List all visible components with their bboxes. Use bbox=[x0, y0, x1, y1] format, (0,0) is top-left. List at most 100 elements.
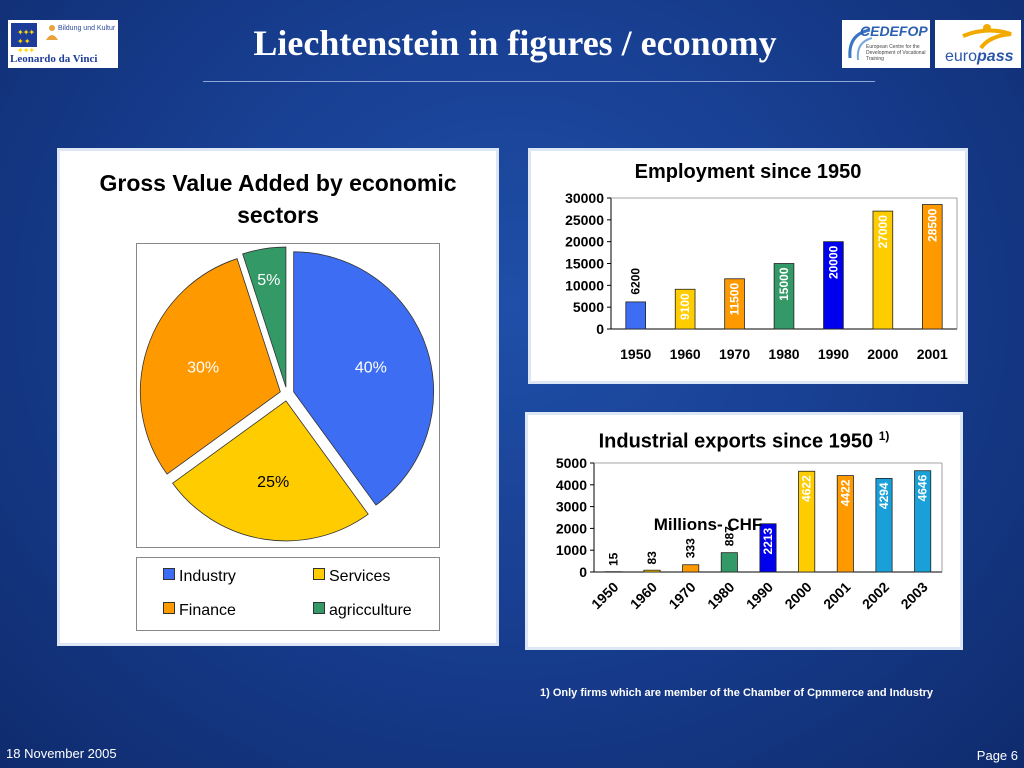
y-tick-label: 2000 bbox=[556, 520, 587, 536]
value-label-1980: 15000 bbox=[777, 267, 791, 301]
employment-chart-title: Employment since 1950 bbox=[634, 161, 862, 183]
europass-word-b: pass bbox=[977, 48, 1014, 65]
exports-chart-title: Industrial exports since 1950 1) bbox=[528, 429, 960, 454]
pie-legend: Industry Services Finance agricculture bbox=[136, 557, 440, 631]
y-tick-label: 5000 bbox=[573, 299, 604, 315]
legend-swatch-agriculture bbox=[313, 602, 325, 614]
bar-2000 bbox=[798, 470, 816, 573]
gva-pie-panel: Gross Value Added by economic sectors 40… bbox=[57, 148, 499, 646]
bar-2000 bbox=[872, 210, 894, 330]
europass-logo: europass bbox=[935, 20, 1021, 68]
pie-label-services: 25% bbox=[257, 474, 289, 491]
value-label-1990: 20000 bbox=[826, 245, 840, 279]
bar-1950 bbox=[604, 571, 622, 573]
value-label-2000: 4622 bbox=[800, 475, 814, 502]
value-label-2001: 4422 bbox=[838, 479, 852, 506]
bar-2001 bbox=[836, 475, 854, 573]
value-label-1970: 11500 bbox=[728, 282, 742, 315]
x-tick-label-1950: 1950 bbox=[620, 346, 651, 362]
y-tick-label: 15000 bbox=[565, 256, 604, 272]
gva-pie-chart: 40% 25% 30% 5% bbox=[139, 246, 434, 542]
exports-title-text: Industrial exports since 1950 bbox=[598, 430, 874, 453]
cedefop-logo: CEDEFOP European Centre for the Developm… bbox=[842, 20, 930, 68]
pie-chart-title: Gross Value Added by economic sectors bbox=[60, 167, 496, 231]
employment-panel: Employment since 1950 0 5000 10000 15000 200… bbox=[528, 148, 968, 384]
value-label-1970: 333 bbox=[684, 538, 698, 558]
x-tick-label-1990: 1990 bbox=[818, 346, 849, 362]
x-tick-label-1970: 1970 bbox=[719, 346, 750, 362]
pie-label-agricculture: 5% bbox=[257, 272, 280, 289]
x-tick-label-1980: 1980 bbox=[704, 579, 737, 612]
cedefop-wordmark: CEDEFOP bbox=[860, 23, 928, 39]
pie-slice-industry bbox=[293, 251, 434, 506]
y-tick-label: 20000 bbox=[565, 234, 604, 250]
pie-slice-finance bbox=[139, 258, 281, 475]
legend-swatch-services bbox=[313, 568, 325, 580]
legend-swatch-industry bbox=[163, 568, 175, 580]
value-label-1980: 887 bbox=[722, 526, 736, 546]
leonardo-da-vinci-logo: ✦✦✦ ✦ ✦ ✦✦✦ Bildung und Kultur Leonardo da… bbox=[8, 20, 118, 68]
y-tick-label: 3000 bbox=[556, 499, 587, 515]
footnote: 1) Only firms which are member of the Ch… bbox=[540, 687, 934, 699]
x-tick-label-1950: 1950 bbox=[588, 579, 621, 612]
value-label-2002: 4294 bbox=[877, 482, 891, 509]
logo-left-name: Leonardo da Vinci bbox=[10, 53, 98, 65]
title-divider bbox=[203, 81, 875, 82]
bar-1950 bbox=[625, 301, 647, 330]
y-tick-label: 25000 bbox=[565, 212, 604, 228]
legend-item-agriculture: agricculture bbox=[313, 602, 412, 620]
bar-1960 bbox=[643, 569, 661, 573]
value-label-1990: 2213 bbox=[761, 527, 775, 554]
exports-bar-chart: 0 1000 2000 3000 4000 5000 1950 15 1960 83 1970 333… bbox=[556, 455, 943, 612]
bar-2002 bbox=[875, 477, 893, 573]
value-label-2000: 27000 bbox=[876, 215, 890, 249]
pie-label-finance: 30% bbox=[187, 360, 219, 377]
y-tick-label: 0 bbox=[579, 564, 587, 580]
bar-1960 bbox=[674, 288, 696, 330]
x-tick-label-1990: 1990 bbox=[743, 579, 776, 612]
legend-label-finance: Finance bbox=[179, 602, 236, 619]
eu-flag-icon: ✦✦✦ ✦ ✦ ✦✦✦ bbox=[11, 23, 37, 55]
bar-2001 bbox=[921, 204, 943, 330]
legend-label-services: Services bbox=[329, 568, 391, 585]
value-label-2003: 4646 bbox=[916, 474, 930, 501]
x-tick-label-2001: 2001 bbox=[917, 346, 948, 362]
bar-1980 bbox=[720, 552, 738, 573]
cedefop-swirl-icon bbox=[848, 28, 873, 61]
bar-1980 bbox=[773, 263, 795, 330]
page-number: Page 6 bbox=[976, 748, 1018, 763]
x-tick-label-2000: 2000 bbox=[781, 579, 814, 612]
x-tick-label-2002: 2002 bbox=[859, 579, 892, 612]
bar-2003 bbox=[914, 470, 932, 573]
legend-label-industry: Industry bbox=[179, 568, 236, 585]
y-tick-label: 4000 bbox=[556, 477, 587, 493]
bar-1970 bbox=[724, 278, 745, 330]
y-tick-label: 30000 bbox=[565, 190, 604, 206]
value-label-1960: 83 bbox=[645, 551, 659, 565]
europass-figure-icon bbox=[962, 24, 1012, 50]
x-tick-label-2000: 2000 bbox=[867, 346, 898, 362]
page-title: Liechtenstein in figures / economy bbox=[253, 23, 777, 63]
bar-1990 bbox=[823, 241, 844, 330]
x-tick-label-2003: 2003 bbox=[897, 579, 930, 612]
pie-title-text: Gross Value Added by economic sectors bbox=[99, 170, 457, 228]
pie-slice-agricculture bbox=[242, 246, 287, 388]
europass-word-a: euro bbox=[945, 48, 978, 65]
legend-label-agriculture: agricculture bbox=[329, 602, 412, 619]
people-icon bbox=[46, 25, 58, 40]
legend-item-services: Services bbox=[313, 568, 390, 586]
y-tick-label: 1000 bbox=[556, 542, 587, 558]
x-tick-label-2001: 2001 bbox=[820, 579, 853, 612]
value-label-1960: 9100 bbox=[678, 293, 692, 320]
x-tick-label-1960: 1960 bbox=[670, 346, 701, 362]
bar-1970 bbox=[682, 564, 700, 573]
x-tick-label-1970: 1970 bbox=[665, 579, 698, 612]
legend-item-industry: Industry bbox=[163, 568, 236, 586]
footer-date: 18 November 2005 bbox=[6, 746, 117, 761]
exports-title-note: 1) bbox=[878, 429, 890, 443]
logo-left-small-text: Bildung und Kultur bbox=[58, 25, 116, 32]
pie-slice-services bbox=[172, 400, 369, 542]
y-tick-label: 0 bbox=[596, 321, 604, 337]
value-label-1950: 6200 bbox=[629, 268, 643, 295]
value-label-2001: 28500 bbox=[925, 208, 939, 242]
